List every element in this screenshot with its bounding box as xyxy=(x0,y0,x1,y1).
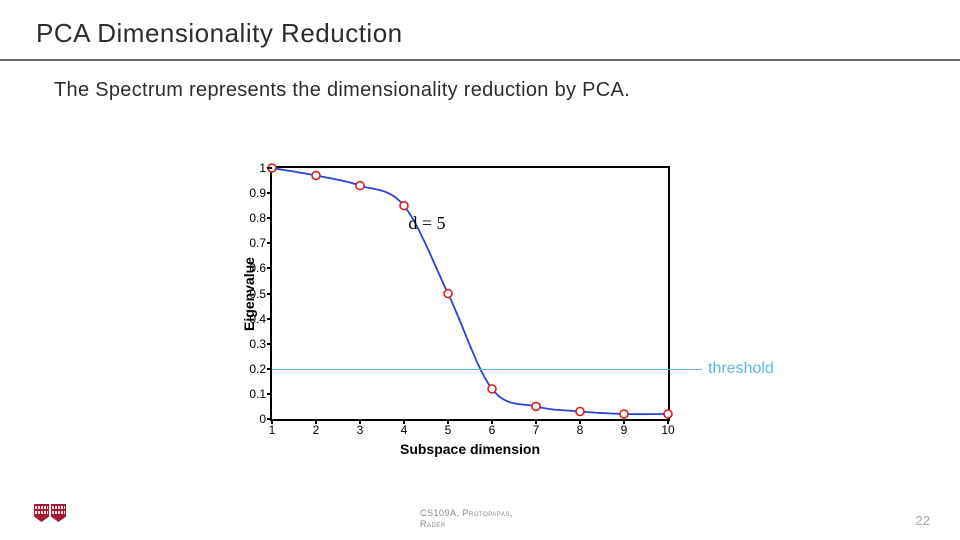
x-tick-label: 1 xyxy=(269,423,276,437)
y-tick-label: 0.5 xyxy=(249,287,266,301)
data-marker xyxy=(532,402,540,410)
data-marker xyxy=(356,182,364,190)
y-tick-label: 0 xyxy=(259,412,266,426)
data-marker xyxy=(488,385,496,393)
y-tick-label: 0.1 xyxy=(249,387,266,401)
harvard-logo xyxy=(34,504,66,526)
y-tick-label: 0.4 xyxy=(249,312,266,326)
title-bar: PCA Dimensionality Reduction xyxy=(0,0,960,61)
y-tick-label: 1 xyxy=(259,161,266,175)
y-tick-label: 0.9 xyxy=(249,186,266,200)
slide-subtitle: The Spectrum represents the dimensionali… xyxy=(0,61,960,102)
threshold-label: threshold xyxy=(708,360,774,378)
data-marker xyxy=(444,290,452,298)
footer-text: CS109A, Protopapas, Rader xyxy=(420,508,540,530)
x-tick-label: 7 xyxy=(533,423,540,437)
slide: PCA Dimensionality Reduction The Spectru… xyxy=(0,0,960,540)
plot-area: Eigenvalue Subspace dimension 00.10.20.3… xyxy=(270,166,670,421)
x-tick-label: 10 xyxy=(661,423,674,437)
data-marker xyxy=(576,407,584,415)
x-tick-label: 9 xyxy=(621,423,628,437)
slide-title: PCA Dimensionality Reduction xyxy=(36,18,960,49)
x-axis-label: Subspace dimension xyxy=(400,441,540,457)
data-marker xyxy=(400,202,408,210)
y-tick-label: 0.7 xyxy=(249,236,266,250)
x-tick-label: 5 xyxy=(445,423,452,437)
x-tick-label: 8 xyxy=(577,423,584,437)
data-marker xyxy=(620,410,628,418)
x-tick-label: 3 xyxy=(357,423,364,437)
y-tick-label: 0.2 xyxy=(249,362,266,376)
data-marker xyxy=(312,172,320,180)
threshold-line xyxy=(272,369,702,371)
chart-svg xyxy=(272,168,668,419)
data-marker xyxy=(664,410,672,418)
y-tick-label: 0.3 xyxy=(249,337,266,351)
page-number: 22 xyxy=(916,513,930,528)
x-tick-label: 6 xyxy=(489,423,496,437)
x-tick-label: 4 xyxy=(401,423,408,437)
y-tick-label: 0.6 xyxy=(249,261,266,275)
annotation-d5: d = 5 xyxy=(408,213,445,234)
shield-icon xyxy=(51,504,66,522)
x-tick-label: 2 xyxy=(313,423,320,437)
series-line xyxy=(272,168,668,414)
y-tick-label: 0.8 xyxy=(249,211,266,225)
shield-icon xyxy=(34,504,49,522)
eigenvalue-chart: Eigenvalue Subspace dimension 00.10.20.3… xyxy=(195,148,735,468)
